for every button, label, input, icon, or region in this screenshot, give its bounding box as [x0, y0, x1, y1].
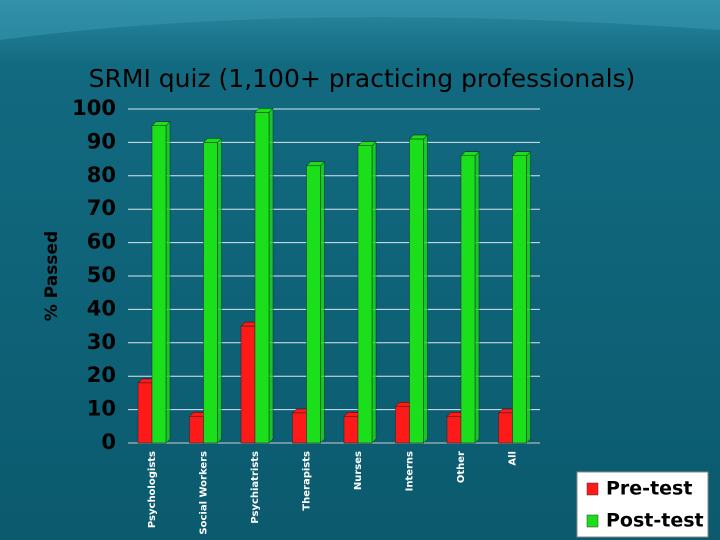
bar: [292, 412, 307, 444]
y-tick-label: 0: [101, 430, 116, 454]
bar: [409, 138, 424, 444]
y-tick-label: 10: [87, 397, 116, 421]
legend-box: [576, 471, 709, 538]
bar: [306, 165, 321, 444]
y-tick-label: 100: [72, 96, 116, 120]
y-tick-label: 30: [87, 330, 116, 354]
bar-side: [165, 121, 171, 444]
x-tick-label: Interns: [404, 451, 415, 491]
x-tick-label: Therapists: [301, 451, 312, 511]
y-tick-label: 50: [87, 263, 116, 287]
bar: [189, 416, 204, 444]
legend-label: Pre-test: [606, 478, 692, 500]
x-tick-label: All: [507, 451, 518, 466]
bar-side: [423, 134, 428, 444]
y-axis-label: % Passed: [42, 231, 62, 321]
y-tick-label: 90: [87, 129, 116, 153]
bar-side: [217, 137, 222, 444]
y-tick-label: 80: [87, 163, 116, 187]
bar: [498, 412, 513, 444]
x-tick-label: Social Workers: [198, 451, 209, 535]
bar: [254, 112, 270, 444]
y-tick-label: 40: [87, 296, 116, 320]
bar: [240, 325, 256, 444]
legend-swatch: [586, 482, 599, 496]
header-swoosh: [0, 0, 720, 40]
bar-side: [526, 151, 531, 444]
y-tick-label: 70: [87, 196, 116, 220]
bar: [343, 416, 359, 444]
bar: [203, 142, 218, 444]
bar: [151, 125, 167, 444]
x-tick-label: Psychiatrists: [250, 451, 261, 524]
bar: [460, 155, 476, 444]
bar: [512, 155, 527, 444]
chart-title: SRMI quiz (1,100+ practicing professiona…: [89, 64, 636, 93]
legend-label: Post-test: [606, 510, 704, 532]
bar-side: [371, 141, 377, 444]
x-tick-label: Psychologists: [147, 451, 158, 528]
y-tick-label: 60: [87, 230, 116, 254]
bar: [395, 406, 410, 444]
bar: [137, 382, 153, 444]
legend-swatch: [586, 514, 599, 528]
x-tick-label: Nurses: [353, 451, 364, 490]
bar-side: [320, 161, 325, 444]
x-tick-label: Other: [456, 451, 467, 483]
bar: [357, 145, 373, 444]
legend: Pre-test Post-test: [576, 471, 709, 538]
y-tick-label: 20: [87, 363, 116, 387]
bar-side: [268, 107, 274, 444]
bar-side: [474, 151, 480, 444]
bar: [446, 416, 462, 444]
